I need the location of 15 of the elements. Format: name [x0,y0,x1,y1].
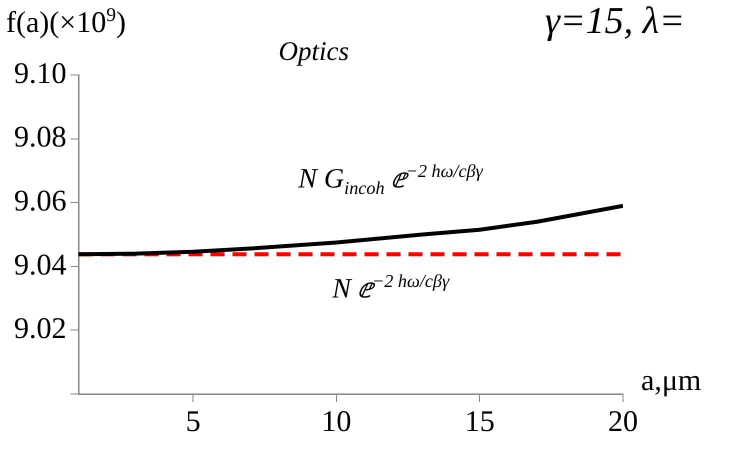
y-tick-label: 9.06 [14,184,66,218]
x-tick-label: 15 [464,404,495,438]
x-tick-label: 10 [321,404,352,438]
series-label: N G$_{incoh}$ ⅇ$^{−2 hω/cβγ}$ [298,161,483,198]
x-tick-label: 5 [186,404,201,438]
y-tick-label: 9.08 [14,120,66,154]
chart-subtitle: γ=15, λ= [545,0,685,42]
y-tick-label: 9.04 [14,248,66,282]
x-tick-label: 20 [608,404,638,438]
y-axis-title: f(a)(×10$^{9}$) [6,5,126,39]
series-label: N ⅇ$^{−2 hω/cβγ}$ [332,271,450,305]
y-tick-label: 9.10 [14,56,66,90]
chart-title: Optics [278,36,349,66]
y-tick-label: 9.02 [14,312,66,346]
x-axis-title: a,μm [641,364,702,397]
